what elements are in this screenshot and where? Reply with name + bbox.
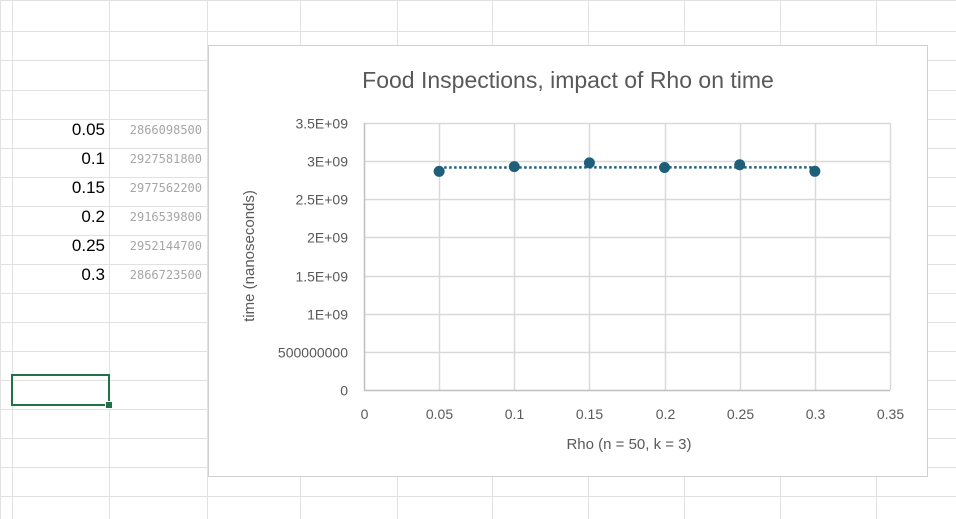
x-axis-label: Rho (n = 50, k = 3) <box>566 436 691 453</box>
data-point[interactable] <box>433 165 445 177</box>
fill-handle[interactable] <box>105 401 113 409</box>
chart-axes <box>363 123 890 392</box>
time-cell[interactable]: 2927581800 <box>129 152 202 166</box>
rho-cell[interactable]: 0.15 <box>71 178 105 197</box>
chart-area[interactable]: 0 500000000 1E+09 1.5E+09 2E+09 2.5E+09 3E+09 3… <box>208 45 928 477</box>
data-point[interactable] <box>809 165 821 177</box>
time-cell[interactable]: 2866723500 <box>129 268 202 282</box>
x-tick-label: 0.2 <box>656 406 676 422</box>
rho-cell[interactable]: 0.2 <box>81 207 105 226</box>
y-tick-labels: 0 500000000 1E+09 1.5E+09 2E+09 2.5E+09 3E+09 3… <box>278 116 348 399</box>
time-cell[interactable]: 2952144700 <box>129 239 202 253</box>
data-point[interactable] <box>734 159 746 171</box>
x-tick-label: 0.35 <box>877 406 904 422</box>
time-cell[interactable]: 2977562200 <box>129 181 202 195</box>
rho-cell[interactable]: 0.05 <box>71 120 105 139</box>
x-tick-label: 0.15 <box>576 406 603 422</box>
chart-title: Food Inspections, impact of Rho on time <box>362 67 774 93</box>
y-tick-label: 3E+09 <box>307 154 348 170</box>
rho-cell[interactable]: 0.1 <box>81 149 105 168</box>
data-point[interactable] <box>508 161 520 173</box>
y-tick-label: 0 <box>340 383 348 399</box>
y-tick-label: 3.5E+09 <box>295 116 348 132</box>
x-tick-label: 0.05 <box>426 406 453 422</box>
x-tick-label: 0 <box>361 406 369 422</box>
rho-cell[interactable]: 0.25 <box>71 236 105 255</box>
x-tick-label: 0.3 <box>806 406 826 422</box>
chart-gridlines <box>364 122 892 390</box>
y-tick-label: 2E+09 <box>307 230 348 246</box>
y-axis-label: time (nanoseconds) <box>241 190 258 322</box>
time-cell[interactable]: 2916539800 <box>129 210 202 224</box>
rho-cell[interactable]: 0.3 <box>81 265 105 284</box>
time-cell[interactable]: 2866098500 <box>129 123 202 137</box>
y-tick-label: 1.5E+09 <box>295 269 348 285</box>
scatter-chart: 0 500000000 1E+09 1.5E+09 2E+09 2.5E+09 3E+09 3… <box>241 67 905 453</box>
x-tick-label: 0.1 <box>505 406 525 422</box>
selected-cell[interactable] <box>11 374 113 409</box>
data-point[interactable] <box>659 162 671 174</box>
y-tick-label: 2.5E+09 <box>295 192 348 208</box>
data-point[interactable] <box>583 157 595 169</box>
y-tick-label: 1E+09 <box>307 307 348 323</box>
y-tick-label: 500000000 <box>278 345 348 361</box>
x-tick-labels: 0 0.05 0.1 0.15 0.2 0.25 0.3 0.35 <box>361 406 905 422</box>
data-points <box>433 157 821 177</box>
x-tick-label: 0.25 <box>727 406 754 422</box>
